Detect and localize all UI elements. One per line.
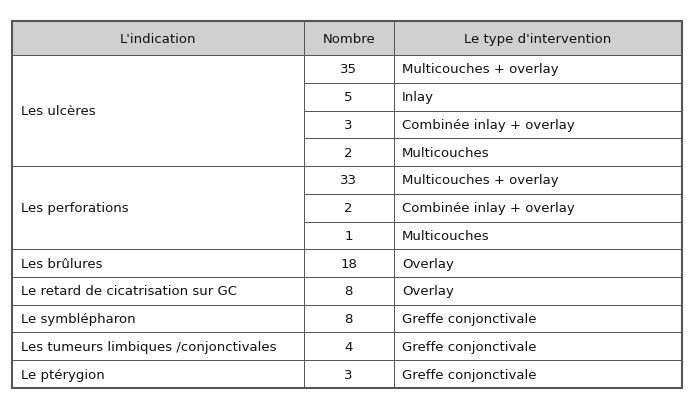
Bar [12,333,303,360]
Bar [303,277,393,305]
Text: 3: 3 [344,119,353,132]
Bar [12,360,303,388]
Bar [393,83,682,111]
Text: Greffe conjonctivale: Greffe conjonctivale [402,368,536,381]
Text: 35: 35 [340,63,357,76]
Bar [12,305,303,333]
Bar [393,249,682,277]
Bar [303,166,393,194]
Text: 1: 1 [344,229,353,242]
Text: Combinée inlay + overlay: Combinée inlay + overlay [402,202,575,215]
Text: Le retard de cicatrisation sur GC: Le retard de cicatrisation sur GC [21,285,237,298]
Bar [303,305,393,333]
Text: Les perforations: Les perforations [21,202,128,215]
Bar [303,56,393,83]
Bar [303,111,393,139]
Bar [303,222,393,249]
Bar [12,22,303,56]
Text: Les ulcères: Les ulcères [21,105,96,118]
Bar [303,22,393,56]
Text: 33: 33 [340,174,357,187]
Bar [303,139,393,166]
Text: 8: 8 [344,312,353,325]
Bar [393,139,682,166]
Text: 3: 3 [344,368,353,381]
Bar [393,222,682,249]
Text: 2: 2 [344,146,353,159]
Text: 2: 2 [344,202,353,215]
Text: 18: 18 [340,257,357,270]
Text: 8: 8 [344,285,353,298]
Bar [303,194,393,222]
Text: Inlay: Inlay [402,91,434,104]
Text: Nombre: Nombre [322,33,375,46]
Bar [12,249,303,277]
Bar [303,83,393,111]
Bar [393,166,682,194]
Bar [393,305,682,333]
Text: Le type d'intervention: Le type d'intervention [464,33,611,46]
Bar [12,166,303,249]
Text: Les brûlures: Les brûlures [21,257,102,270]
Bar [12,56,303,166]
Text: Les tumeurs limbiques /conjonctivales: Les tumeurs limbiques /conjonctivales [21,340,276,353]
Bar [393,111,682,139]
Bar [393,333,682,360]
Text: L'indication: L'indication [120,33,196,46]
Bar [393,22,682,56]
Text: Multicouches + overlay: Multicouches + overlay [402,174,559,187]
Bar [393,277,682,305]
Text: Multicouches: Multicouches [402,146,490,159]
Text: Multicouches + overlay: Multicouches + overlay [402,63,559,76]
Text: Multicouches: Multicouches [402,229,490,242]
Bar [303,249,393,277]
Bar [12,277,303,305]
Text: Overlay: Overlay [402,257,454,270]
Text: Combinée inlay + overlay: Combinée inlay + overlay [402,119,575,132]
Text: Le symblépharon: Le symblépharon [21,312,135,325]
Text: Overlay: Overlay [402,285,454,298]
Bar [303,333,393,360]
Text: 5: 5 [344,91,353,104]
Text: Greffe conjonctivale: Greffe conjonctivale [402,340,536,353]
Text: 4: 4 [344,340,353,353]
Bar [303,360,393,388]
Bar [393,360,682,388]
Text: Greffe conjonctivale: Greffe conjonctivale [402,312,536,325]
Text: Le ptérygion: Le ptérygion [21,368,105,381]
Bar [393,56,682,83]
Bar [393,194,682,222]
